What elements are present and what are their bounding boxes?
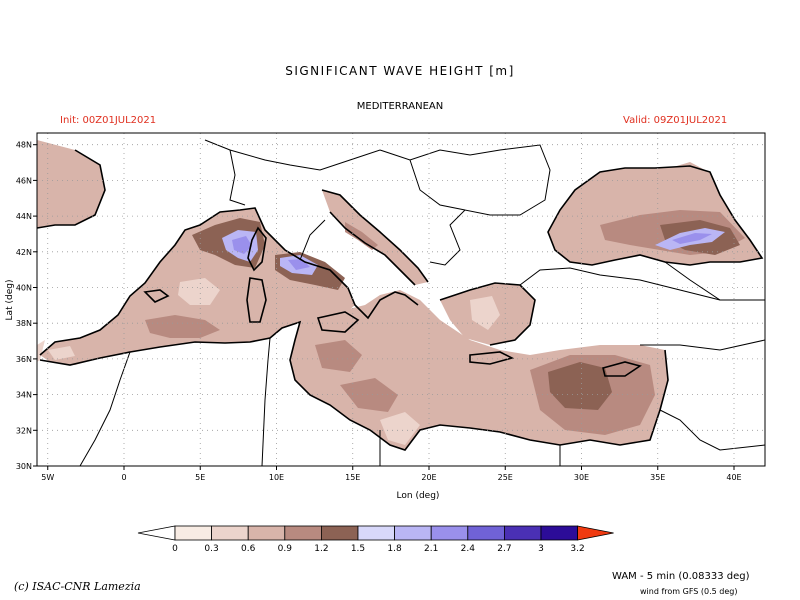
colorbar-label: 0 — [172, 544, 178, 554]
lon-tick-label: 25E — [498, 473, 513, 482]
init-time-label: Init: 00Z01JUL2021 — [60, 115, 157, 126]
lon-tick-label: 0 — [121, 473, 126, 482]
colorbar-swatch — [430, 525, 469, 541]
adriatic-mid — [345, 222, 378, 250]
black-sea-peak-core — [672, 233, 712, 244]
grid-lines — [37, 133, 765, 467]
balearic-mid — [145, 315, 220, 338]
lat-tick-label: 30N — [16, 462, 32, 471]
lon-tick-label: 5W — [41, 473, 54, 482]
aegean-low — [470, 296, 500, 330]
colorbar-over-arrow — [577, 525, 614, 541]
colorbar-label: 2.7 — [497, 544, 511, 554]
lat-tick-label: 34N — [16, 391, 32, 400]
corsica — [247, 226, 267, 272]
colorbar-label: 0.6 — [241, 544, 256, 554]
lat-tick-label: 46N — [16, 176, 32, 185]
lon-tick-label: 5E — [195, 473, 205, 482]
lat-tick-labels: 48N 46N 44N 42N 40N 38N 36N 34N 32N 30N — [16, 141, 37, 471]
x-axis-label: Lon (deg) — [397, 491, 440, 501]
lat-tick-label: 48N — [16, 141, 32, 150]
lon-tick-label: 15E — [345, 473, 360, 482]
region-subtitle: MEDITERRANEAN — [356, 101, 444, 112]
lat-tick-label: 38N — [16, 319, 32, 328]
ionian-mid — [315, 340, 362, 372]
sicily — [316, 311, 360, 333]
valid-time-label: Valid: 09Z01JUL2021 — [623, 115, 728, 126]
alboran-low — [48, 346, 75, 360]
lon-tick-label: 30E — [574, 473, 589, 482]
colorbar-swatch — [320, 525, 359, 541]
lon-tick-label: 40E — [726, 473, 741, 482]
lat-tick-label: 36N — [16, 355, 32, 364]
algerian-low — [178, 278, 220, 305]
colorbar-swatch — [247, 525, 286, 541]
colorbar-label: 3.2 — [570, 544, 584, 554]
adriatic — [322, 190, 428, 285]
lon-tick-label: 35E — [650, 473, 665, 482]
coastlines — [37, 149, 764, 451]
lon-tick-label: 20E — [421, 473, 436, 482]
sirte-low — [380, 412, 420, 445]
colorbar: 0 0.3 0.6 0.9 1.2 1.5 1.8 2.1 2.4 2.7 3 3.2 — [137, 525, 614, 554]
colorbar-label: 1.5 — [351, 544, 365, 554]
colorbar-label: 0.9 — [278, 544, 293, 554]
lat-tick-label: 42N — [16, 248, 32, 257]
colorbar-swatch — [174, 525, 212, 541]
borders — [79, 139, 765, 466]
credit-text: (c) ISAC-CNR Lamezia — [14, 580, 141, 593]
lat-tick-label: 32N — [16, 426, 32, 435]
wind-info: wind from GFS (0.5 deg) — [640, 587, 738, 596]
colorbar-label: 3 — [538, 544, 544, 554]
lon-tick-label: 10E — [269, 473, 284, 482]
colorbar-swatch — [503, 525, 542, 541]
balearic-islands — [143, 289, 170, 303]
atlantic-sea — [37, 140, 105, 228]
colorbar-under-arrow — [137, 525, 176, 541]
colorbar-swatch — [394, 525, 432, 541]
colorbar-label: 1.2 — [314, 544, 328, 554]
cyprus — [602, 361, 642, 377]
lat-tick-label: 40N — [16, 284, 32, 293]
ligurian-peak-core — [232, 236, 252, 254]
map-title: SIGNIFICANT WAVE HEIGHT [m] — [285, 64, 515, 78]
plot-frame — [36, 132, 766, 467]
lon-tick-labels: 5W 0 5E 10E 15E 20E 25E 30E 35E 40E — [41, 466, 742, 482]
colorbar-swatch — [540, 525, 578, 541]
colorbar-label: 1.8 — [387, 544, 402, 554]
colorbar-swatch — [467, 525, 505, 541]
colorbar-label: 2.1 — [424, 544, 438, 554]
colorbar-swatch — [357, 525, 395, 541]
levantine-high — [548, 362, 612, 410]
colorbar-label: 0.3 — [204, 544, 218, 554]
crete — [469, 351, 515, 365]
sardinia — [246, 277, 267, 323]
colorbar-label: 2.4 — [461, 544, 476, 554]
lat-tick-label: 44N — [16, 212, 32, 221]
colorbar-swatch — [211, 525, 249, 541]
y-axis-label: Lat (deg) — [5, 280, 15, 321]
central-mid — [340, 378, 398, 412]
colorbar-swatch — [284, 525, 322, 541]
model-info: WAM - 5 min (0.08333 deg) — [612, 571, 750, 582]
atlantic-lower — [37, 340, 45, 362]
